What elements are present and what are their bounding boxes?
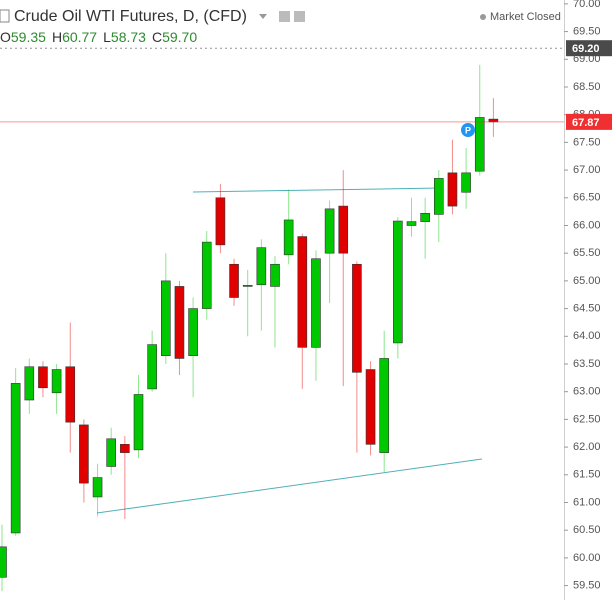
candle-body	[106, 438, 116, 467]
candle-body	[120, 444, 130, 453]
price-label-bg	[566, 113, 612, 130]
candle-body	[420, 212, 430, 222]
status-dot	[480, 14, 486, 20]
candle-body	[92, 477, 103, 498]
candle-body	[338, 205, 349, 254]
ohlc-label: L	[103, 29, 111, 45]
ohlc-label: H	[52, 29, 62, 45]
candle-body	[461, 172, 471, 193]
candle-body	[365, 369, 376, 445]
candle-body	[10, 383, 21, 534]
candle-body	[0, 546, 7, 578]
price-label-bg	[566, 40, 612, 57]
market-status: Market Closed	[490, 11, 561, 23]
ohlc-label: C	[152, 29, 162, 45]
ohlc-row: O59.35 H60.77 L58.73 C59.70	[0, 29, 197, 45]
candle-body	[38, 366, 48, 389]
y-tick-label: 60.00	[573, 552, 601, 564]
y-tick-label: 63.50	[573, 358, 601, 370]
y-tick-label: 66.00	[573, 219, 601, 231]
price-label: 67.87	[572, 117, 600, 129]
candle-body	[242, 285, 253, 287]
candle-body	[379, 358, 390, 453]
marker-letter: P	[465, 125, 471, 135]
y-tick-label: 61.50	[573, 469, 601, 481]
y-tick-label: 69.50	[573, 25, 601, 37]
y-tick-label: 62.00	[573, 441, 601, 453]
y-tick-label: 59.50	[573, 580, 601, 592]
candle-body	[174, 286, 185, 359]
candle-body	[406, 221, 417, 226]
ohlc-label: O	[0, 29, 11, 45]
candle-body	[297, 236, 308, 348]
chart-title: Crude Oil WTI Futures, D, (CFD)	[14, 8, 247, 25]
marker-icon[interactable]	[461, 123, 475, 137]
collapse-icon[interactable]	[0, 9, 10, 23]
candle-body	[352, 263, 362, 373]
y-tick-label: 67.50	[573, 136, 601, 148]
candle-body	[433, 178, 444, 215]
trend-line	[192, 187, 441, 193]
trend-line	[96, 458, 483, 514]
candle-body	[65, 366, 76, 423]
y-tick-label: 70.00	[573, 0, 601, 10]
ohlc-value: 60.77	[62, 29, 97, 45]
y-tick-label: 65.00	[573, 275, 601, 287]
candle-body	[133, 394, 144, 451]
candle-body	[161, 280, 171, 356]
ohlc-value: 59.35	[11, 29, 46, 45]
y-tick-label: 65.50	[573, 247, 601, 259]
y-tick-label: 66.50	[573, 192, 601, 204]
candle-body	[201, 241, 212, 309]
candle-body	[393, 220, 403, 344]
candle-body	[474, 117, 485, 172]
settings-icon[interactable]	[294, 11, 305, 22]
candle-body	[311, 258, 321, 348]
candle-body	[229, 263, 239, 298]
candle-body	[51, 369, 62, 394]
candle-body	[447, 172, 458, 207]
candle-body	[24, 366, 35, 401]
y-tick-label: 67.00	[573, 164, 601, 176]
y-tick-label: 63.00	[573, 386, 601, 398]
candle-body	[324, 208, 335, 254]
candle-body	[215, 197, 226, 246]
candle-body	[283, 219, 294, 256]
candle-body	[256, 247, 267, 286]
candle-body	[188, 308, 198, 356]
candle-body	[79, 424, 89, 484]
plot-area	[0, 64, 499, 592]
price-label: 69.20	[572, 43, 600, 55]
y-tick-label: 61.00	[573, 496, 601, 508]
settings-icon[interactable]	[279, 11, 290, 22]
ohlc-value: 59.70	[162, 29, 197, 45]
y-tick-label: 64.50	[573, 302, 601, 314]
candle-body	[270, 263, 280, 287]
y-tick-label: 60.50	[573, 524, 601, 536]
y-tick-label: 68.50	[573, 81, 601, 93]
y-tick-label: 62.50	[573, 413, 601, 425]
ohlc-value: 58.73	[111, 29, 146, 45]
y-tick-label: 64.00	[573, 330, 601, 342]
candle-body	[147, 344, 157, 390]
dropdown-icon[interactable]	[259, 14, 267, 19]
